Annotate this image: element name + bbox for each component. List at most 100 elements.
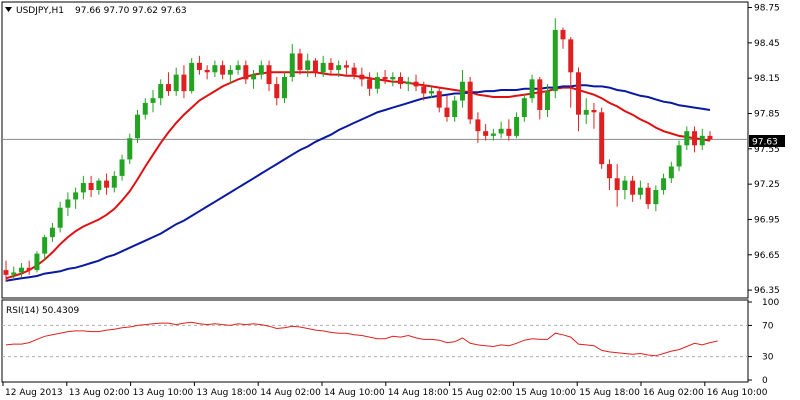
- candle: [196, 55, 202, 75]
- candle: [173, 67, 179, 96]
- candle-body: [405, 81, 411, 85]
- candle-body: [173, 74, 179, 92]
- candle: [614, 164, 620, 207]
- candle: [26, 260, 32, 275]
- candle: [227, 65, 233, 85]
- moving-averages: [2, 71, 748, 282]
- rsi-tick-label: 30: [762, 353, 774, 363]
- candle: [622, 175, 628, 200]
- candle: [165, 72, 171, 96]
- candle-body: [699, 135, 705, 146]
- candle-body: [189, 62, 195, 92]
- candle: [661, 173, 667, 195]
- time-tick-label: 13 Aug 02:00: [69, 388, 130, 398]
- candle-body: [127, 138, 133, 160]
- candle-body: [204, 69, 210, 73]
- candle-body: [475, 119, 481, 132]
- candle: [568, 36, 574, 108]
- candle: [529, 74, 535, 103]
- candle: [498, 121, 504, 139]
- candle-body: [297, 53, 303, 70]
- candle-body: [243, 65, 249, 80]
- candle-body: [614, 178, 620, 191]
- candle: [653, 185, 659, 212]
- candle: [436, 88, 442, 113]
- candle-body: [88, 182, 94, 191]
- candle: [73, 187, 79, 209]
- main-header-values: 97.66 97.70 97.62 97.63: [75, 6, 187, 16]
- candle-body: [560, 29, 566, 40]
- candle-body: [18, 267, 24, 273]
- candle: [243, 60, 249, 85]
- candle: [398, 72, 404, 89]
- candle: [692, 126, 698, 153]
- candle: [251, 69, 257, 89]
- candle-body: [668, 166, 674, 179]
- candle: [676, 140, 682, 172]
- candle-body: [220, 65, 226, 75]
- current-price-tag-bg: [749, 135, 785, 147]
- candle-body: [630, 180, 636, 195]
- candle: [189, 58, 195, 94]
- candle: [367, 72, 373, 96]
- candle-body: [165, 84, 171, 92]
- candle: [80, 175, 86, 200]
- candle: [297, 48, 303, 75]
- candle-body: [537, 79, 543, 110]
- candle-body: [34, 253, 40, 271]
- rsi-line: [5, 321, 718, 357]
- candle: [42, 234, 48, 261]
- rsi-indicator: [2, 321, 748, 358]
- candle: [428, 86, 434, 99]
- candle-body: [289, 53, 295, 77]
- time-tick-label: 14 Aug 10:00: [324, 388, 385, 398]
- candle-body: [444, 107, 450, 118]
- candle: [18, 263, 24, 278]
- candle: [684, 126, 690, 150]
- menu-triangle-icon[interactable]: [5, 7, 12, 12]
- candle: [104, 173, 110, 195]
- price-tick-label: 98.15: [754, 74, 780, 84]
- candle-body: [483, 131, 489, 136]
- candle-body: [150, 98, 156, 103]
- candle: [645, 182, 651, 209]
- candle: [235, 60, 241, 75]
- candle: [88, 175, 94, 198]
- candle-body: [606, 164, 612, 179]
- candle-body: [328, 62, 334, 70]
- candle-body: [212, 65, 218, 73]
- current-price-tag: 97.63: [752, 138, 778, 148]
- price-tick-label: 97.85: [754, 110, 780, 120]
- candle-body: [96, 180, 102, 191]
- price-tick-label: 97.55: [754, 145, 780, 155]
- candle-body: [552, 29, 558, 92]
- candle: [359, 67, 365, 87]
- candle: [305, 53, 311, 77]
- candle-body: [529, 79, 535, 99]
- candle-body: [467, 81, 473, 120]
- time-tick-label: 13 Aug 10:00: [133, 388, 194, 398]
- candle-body: [80, 182, 86, 193]
- candle-body: [622, 180, 628, 191]
- candle-body: [583, 109, 589, 115]
- candle-body: [506, 128, 512, 136]
- candle-body: [274, 84, 280, 99]
- candle-body: [104, 180, 110, 188]
- candle: [382, 69, 388, 85]
- rsi-title: RSI(14) 50.4309: [6, 306, 79, 316]
- candle: [282, 72, 288, 103]
- time-tick-label: 15 Aug 02:00: [452, 388, 513, 398]
- candle-body: [235, 65, 241, 70]
- candle-body: [359, 74, 365, 80]
- candle: [475, 112, 481, 143]
- candle: [142, 98, 148, 120]
- candle: [150, 89, 156, 113]
- candle: [11, 266, 17, 280]
- candle: [637, 180, 643, 200]
- candle: [274, 77, 280, 106]
- candle: [390, 72, 396, 87]
- candle-body: [142, 102, 148, 115]
- candle-body: [258, 65, 264, 75]
- candle: [545, 84, 551, 118]
- candle: [204, 65, 210, 80]
